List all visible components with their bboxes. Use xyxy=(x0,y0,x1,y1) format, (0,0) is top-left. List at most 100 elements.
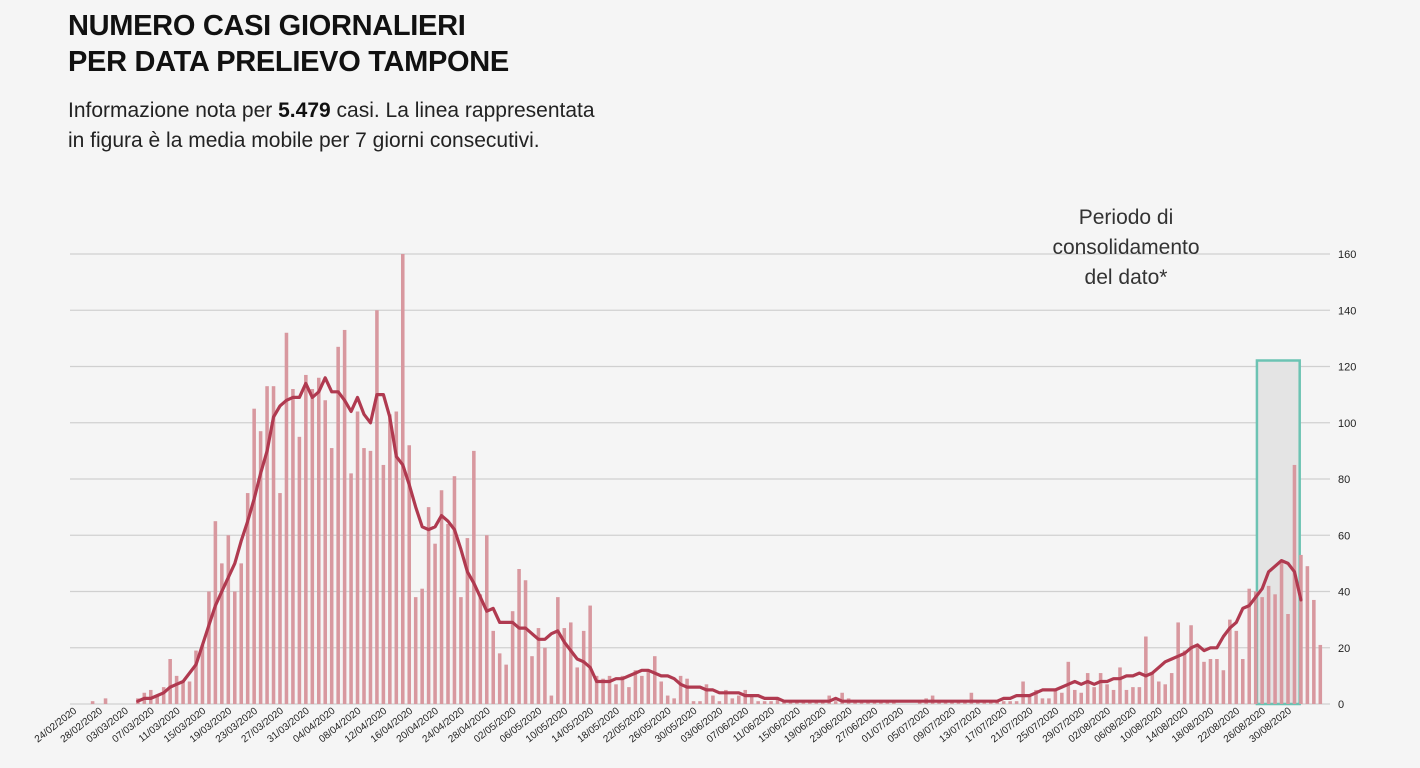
bar xyxy=(1144,636,1148,704)
bar xyxy=(252,408,256,704)
bar xyxy=(1131,687,1135,704)
bar xyxy=(381,464,386,704)
bar xyxy=(278,493,282,704)
bar xyxy=(1150,673,1155,704)
bar xyxy=(1318,644,1323,704)
chart-subtitle: Informazione nota per 5.479 casi. La lin… xyxy=(68,96,608,156)
bar xyxy=(736,695,741,704)
bar xyxy=(1299,554,1303,704)
bar xyxy=(426,507,431,704)
bar xyxy=(568,622,573,704)
consolidation-period-box xyxy=(1255,359,1301,706)
bar xyxy=(549,695,554,704)
bar xyxy=(291,389,295,704)
y-tick-label: 140 xyxy=(1338,305,1356,317)
y-tick-label: 160 xyxy=(1338,249,1356,261)
bar xyxy=(510,611,515,704)
bar xyxy=(316,377,321,704)
bar xyxy=(258,431,263,704)
bar xyxy=(1305,566,1310,704)
bar xyxy=(478,594,483,704)
annotation-line: Periodo di xyxy=(1079,206,1174,229)
bar xyxy=(439,490,444,704)
annotation-line: consolidamento xyxy=(1052,236,1199,259)
bar xyxy=(620,675,625,704)
bar xyxy=(517,569,521,704)
bar xyxy=(349,473,353,704)
bar xyxy=(1111,689,1116,704)
bar xyxy=(1098,673,1103,704)
bar xyxy=(194,650,198,704)
y-tick-label: 100 xyxy=(1338,418,1356,430)
bar xyxy=(1221,670,1226,704)
bar xyxy=(840,692,844,704)
bar xyxy=(659,681,664,704)
bar xyxy=(342,329,347,704)
bar xyxy=(1247,588,1252,704)
bar xyxy=(90,701,95,704)
bar xyxy=(355,411,360,704)
bar xyxy=(1008,701,1012,704)
consolidation-highlight xyxy=(1255,359,1301,706)
bar xyxy=(1208,659,1213,704)
bar xyxy=(556,597,560,704)
bar xyxy=(1260,597,1264,704)
bar xyxy=(1021,681,1025,704)
consolidation-annotation: Periodo di consolidamento del dato* xyxy=(1052,206,1199,289)
bar xyxy=(749,695,754,704)
bar xyxy=(1176,622,1180,704)
chart-title-line-1: NUMERO CASI GIORNALIERI xyxy=(68,10,466,42)
bar xyxy=(711,695,715,704)
x-axis-ticks: 24/02/202028/02/202003/03/202007/03/2020… xyxy=(33,705,1294,745)
bar xyxy=(207,591,211,704)
bar xyxy=(310,389,315,704)
y-tick-label: 40 xyxy=(1338,587,1350,599)
bar xyxy=(484,535,489,704)
y-tick-label: 80 xyxy=(1338,474,1350,486)
bar xyxy=(1292,464,1297,704)
subtitle-case-count: 5.479 xyxy=(278,99,331,122)
bar xyxy=(833,701,838,704)
bar xyxy=(691,701,696,704)
bar xyxy=(297,436,302,704)
bar xyxy=(1047,698,1051,704)
bar xyxy=(646,670,651,704)
bar xyxy=(678,675,683,704)
bar xyxy=(181,681,185,704)
bar xyxy=(1163,684,1168,704)
bar xyxy=(504,664,508,704)
bar xyxy=(588,605,592,704)
bar xyxy=(1240,659,1245,704)
bar xyxy=(362,448,366,704)
bar xyxy=(1079,692,1084,704)
bar xyxy=(601,678,605,704)
bar xyxy=(1060,692,1064,704)
bar xyxy=(1092,687,1096,704)
bar xyxy=(730,698,735,704)
bar xyxy=(1053,689,1058,704)
bar xyxy=(1085,673,1090,704)
bar xyxy=(685,678,689,704)
bar xyxy=(633,670,638,704)
bar xyxy=(1001,701,1006,704)
bar xyxy=(265,386,269,704)
bar xyxy=(1118,667,1122,704)
bar xyxy=(1182,650,1187,704)
bar xyxy=(594,675,599,704)
bar xyxy=(155,695,160,704)
annotation-line: del dato* xyxy=(1085,266,1168,289)
bar xyxy=(769,701,773,704)
bar xyxy=(336,346,340,704)
bar xyxy=(1228,619,1232,704)
bar xyxy=(704,684,709,704)
bar xyxy=(762,701,767,704)
bar xyxy=(562,628,567,704)
daily-cases-bars xyxy=(90,254,1323,704)
bar xyxy=(543,647,547,704)
bar xyxy=(232,591,237,704)
bar xyxy=(213,521,218,704)
y-tick-label: 20 xyxy=(1338,643,1350,655)
y-tick-label: 120 xyxy=(1338,362,1356,374)
bar xyxy=(420,588,424,704)
